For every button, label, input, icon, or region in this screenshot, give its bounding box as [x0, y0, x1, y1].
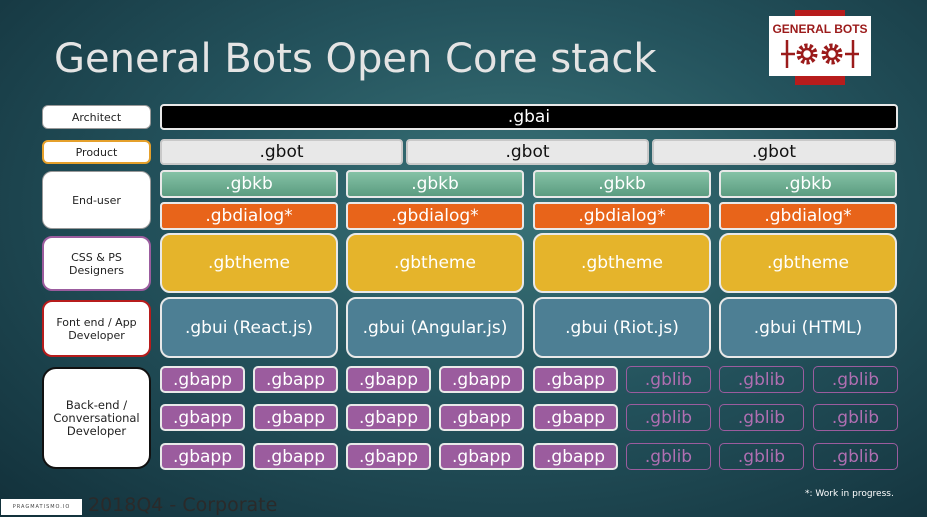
svg-text:GENERAL BOTS: GENERAL BOTS: [772, 22, 867, 36]
layer-gbdialog: .gbdialog*: [160, 202, 338, 230]
layer-gbapp: .gbapp: [160, 404, 245, 431]
role-product: Product: [42, 140, 151, 164]
layer-gbdialog: .gbdialog*: [346, 202, 524, 230]
layer-gbtheme: .gbtheme: [346, 233, 524, 293]
layer-gbapp: .gbapp: [533, 443, 618, 470]
layer-gbapp: .gbapp: [439, 443, 524, 470]
layer-gbapp: .gbapp: [160, 443, 245, 470]
layer-gblib: .gblib: [626, 366, 711, 393]
layer-gbui: .gbui (React.js): [160, 297, 338, 358]
layer-gblib: .gblib: [813, 404, 898, 431]
role-end-user: End-user: [42, 171, 151, 229]
general-bots-logo: GENERAL BOTS: [769, 16, 871, 76]
layer-gbkb: .gbkb: [533, 170, 711, 198]
layer-gbapp: .gbapp: [533, 404, 618, 431]
layer-gbkb: .gbkb: [160, 170, 338, 198]
layer-gbot: .gbot: [406, 139, 649, 165]
layer-gbdialog: .gbdialog*: [533, 202, 711, 230]
layer-gbui: .gbui (HTML): [719, 297, 897, 358]
layer-gbapp: .gbapp: [160, 366, 245, 393]
layer-gbapp: .gbapp: [346, 443, 431, 470]
layer-gblib: .gblib: [813, 443, 898, 470]
layer-gbtheme: .gbtheme: [719, 233, 897, 293]
layer-gblib: .gblib: [626, 443, 711, 470]
layer-gblib: .gblib: [719, 404, 804, 431]
layer-gblib: .gblib: [626, 404, 711, 431]
layer-gbkb: .gbkb: [719, 170, 897, 198]
role-frontend: Font end / App Developer: [42, 300, 151, 357]
layer-gbapp: .gbapp: [253, 404, 338, 431]
footer-period: 2018Q4 - Corporate: [88, 494, 278, 516]
layer-gbapp: .gbapp: [253, 366, 338, 393]
footnote: *: Work in progress.: [805, 489, 894, 499]
layer-gblib: .gblib: [719, 366, 804, 393]
layer-gbot: .gbot: [160, 139, 403, 165]
layer-gbui: .gbui (Angular.js): [346, 297, 524, 358]
layer-gbapp: .gbapp: [346, 404, 431, 431]
layer-gbapp: .gbapp: [346, 366, 431, 393]
role-backend: Back-end / Conversational Developer: [42, 367, 151, 469]
slide-title: General Bots Open Core stack: [54, 36, 657, 82]
pragmatismo-logo: PRAGMATISMO.IO: [1, 499, 82, 515]
layer-gbapp: .gbapp: [253, 443, 338, 470]
layer-gbtheme: .gbtheme: [160, 233, 338, 293]
layer-gbapp: .gbapp: [439, 366, 524, 393]
layer-gbai: .gbai: [160, 104, 898, 130]
layer-gbot: .gbot: [652, 139, 896, 165]
layer-gbapp: .gbapp: [439, 404, 524, 431]
layer-gblib: .gblib: [813, 366, 898, 393]
layer-gbkb: .gbkb: [346, 170, 524, 198]
layer-gbtheme: .gbtheme: [533, 233, 711, 293]
layer-gblib: .gblib: [719, 443, 804, 470]
role-architect: Architect: [42, 105, 151, 129]
layer-gbui: .gbui (Riot.js): [533, 297, 711, 358]
layer-gbdialog: .gbdialog*: [719, 202, 897, 230]
role-designers: CSS & PS Designers: [42, 236, 151, 291]
layer-gbapp: .gbapp: [533, 366, 618, 393]
